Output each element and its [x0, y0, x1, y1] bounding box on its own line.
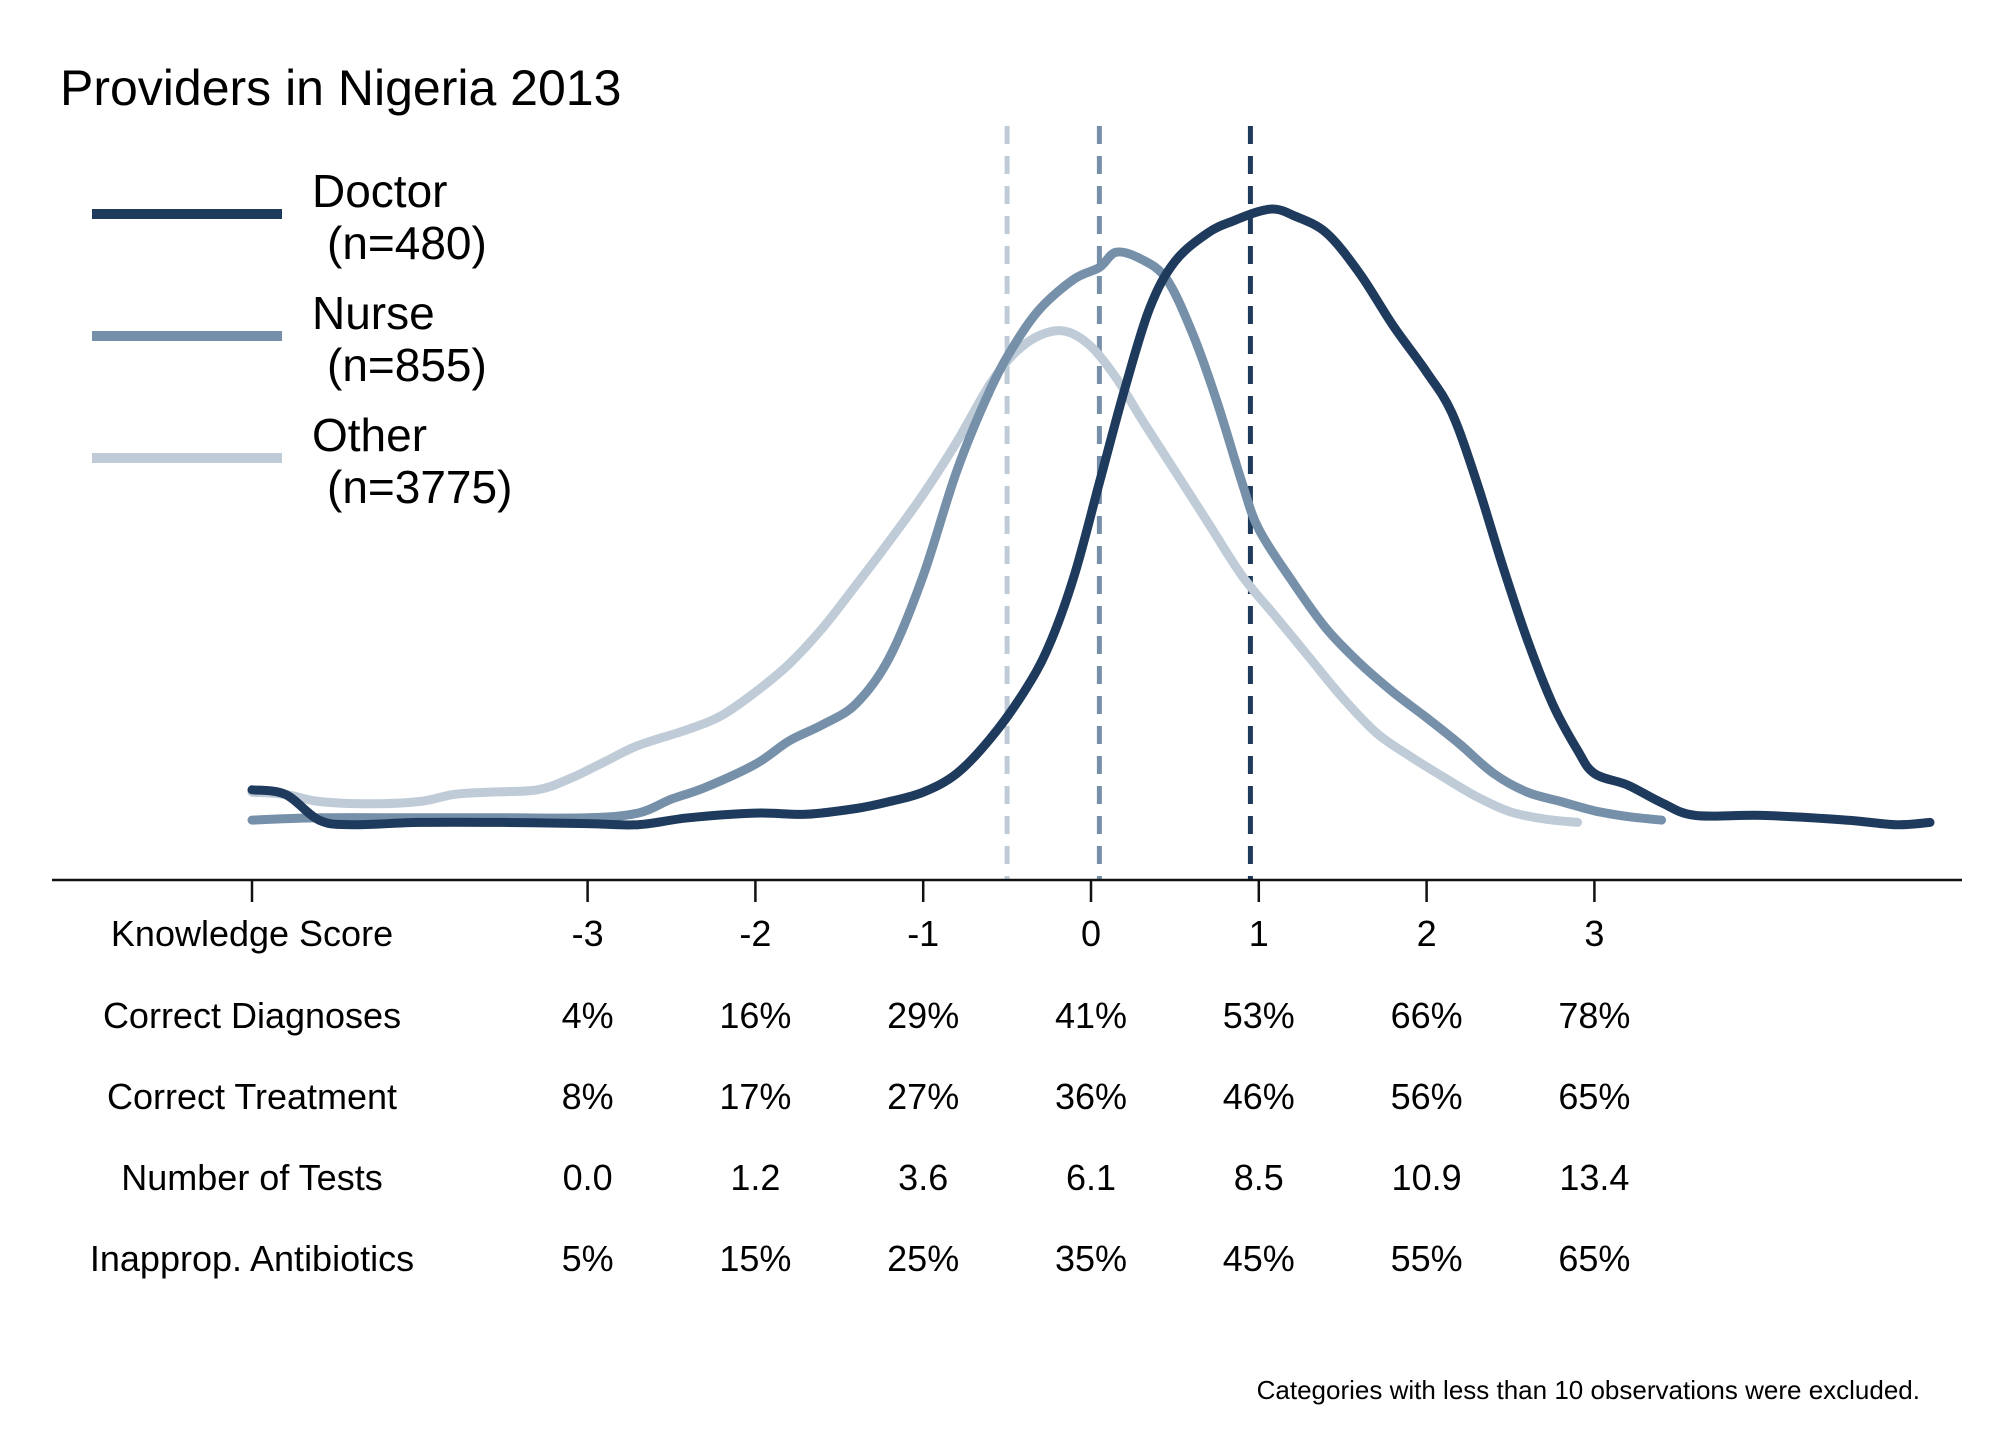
- table-row-label-inapprop-antibiotics: Inapprop. Antibiotics: [90, 1238, 414, 1279]
- x-tick-label: -1: [907, 913, 939, 954]
- table-header-label: Knowledge Score: [111, 913, 393, 954]
- table-cell: 8.5: [1234, 1157, 1284, 1198]
- table-cell: 35%: [1055, 1238, 1127, 1279]
- table-cell: 10.9: [1392, 1157, 1462, 1198]
- x-tick-label: 3: [1584, 913, 1604, 954]
- x-tick-label: 1: [1249, 913, 1269, 954]
- x-tick-label: 2: [1417, 913, 1437, 954]
- table-cell: 45%: [1223, 1238, 1295, 1279]
- x-tick-label: 0: [1081, 913, 1101, 954]
- density-curves: [247, 204, 1935, 830]
- table-cell: 15%: [719, 1238, 791, 1279]
- legend-count-other: (n=3775): [327, 461, 512, 513]
- mean-lines: [1004, 126, 1253, 880]
- legend: Doctor(n=480) Nurse(n=855) Other(n=3775): [92, 165, 512, 513]
- chart-title: Providers in Nigeria 2013: [60, 60, 621, 116]
- table-row-label-correct-treatment: Correct Treatment: [107, 1076, 397, 1117]
- legend-label-nurse: Nurse: [312, 287, 435, 339]
- table-cell: 56%: [1391, 1076, 1463, 1117]
- table-cell: 17%: [719, 1076, 791, 1117]
- table-cell: 41%: [1055, 995, 1127, 1036]
- table-cell: 53%: [1223, 995, 1295, 1036]
- footnote: Categories with less than 10 observation…: [1257, 1375, 1920, 1405]
- x-tick-label: -3: [572, 913, 604, 954]
- table-cell: 3.6: [898, 1157, 948, 1198]
- table-cell: 13.4: [1559, 1157, 1629, 1198]
- legend-label-doctor: Doctor: [312, 165, 447, 217]
- table-cell: 65%: [1558, 1076, 1630, 1117]
- table-cell: 27%: [887, 1076, 959, 1117]
- table-cell: 46%: [1223, 1076, 1295, 1117]
- table-cell: 78%: [1558, 995, 1630, 1036]
- table-cell: 5%: [562, 1238, 614, 1279]
- table-cell: 65%: [1558, 1238, 1630, 1279]
- table-cell: 55%: [1391, 1238, 1463, 1279]
- table-cell: 25%: [887, 1238, 959, 1279]
- table-cell: 66%: [1391, 995, 1463, 1036]
- table-cell: 0.0: [563, 1157, 613, 1198]
- table-row-label-number-of-tests: Number of Tests: [121, 1157, 382, 1198]
- legend-count-doctor: (n=480): [327, 217, 487, 269]
- table-cell: 16%: [719, 995, 791, 1036]
- x-axis-ticks: [250, 880, 1596, 902]
- curve-doctor: [247, 204, 1935, 830]
- table-cell: 4%: [562, 995, 614, 1036]
- table-row-label-correct-diagnoses: Correct Diagnoses: [103, 995, 401, 1036]
- table-cell: 1.2: [730, 1157, 780, 1198]
- score-table: Knowledge Score -3 -2 -1 0 1 2 3 Correct Diagnos…: [90, 913, 1631, 1279]
- table-cell: 8%: [562, 1076, 614, 1117]
- legend-label-other: Other: [312, 409, 427, 461]
- table-cell: 6.1: [1066, 1157, 1116, 1198]
- table-cell: 29%: [887, 995, 959, 1036]
- curve-nurse: [247, 247, 1666, 825]
- table-cell: 36%: [1055, 1076, 1127, 1117]
- legend-count-nurse: (n=855): [327, 339, 487, 391]
- curve-other: [247, 326, 1583, 827]
- x-tick-label: -2: [739, 913, 771, 954]
